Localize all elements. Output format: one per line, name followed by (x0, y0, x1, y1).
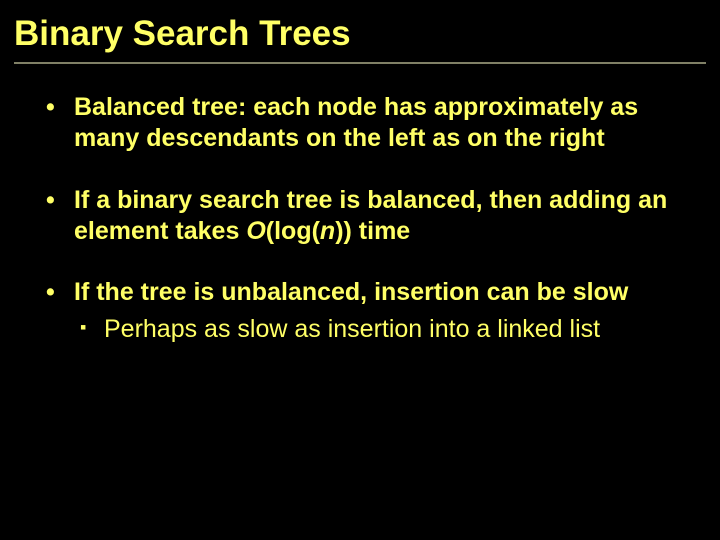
slide-title: Binary Search Trees (0, 0, 720, 62)
bullet-text: If a binary search tree is balanced, the… (74, 186, 667, 245)
sub-bullet-text: Perhaps as slow as insertion into a link… (104, 315, 600, 343)
bullet-text: Balanced tree: each node has approximate… (74, 93, 638, 152)
bullet-item: If a binary search tree is balanced, the… (40, 185, 680, 248)
bullet-list: Balanced tree: each node has approximate… (40, 92, 680, 346)
sub-bullet-item: Perhaps as slow as insertion into a link… (74, 314, 680, 345)
bullet-text: If the tree is unbalanced, insertion can… (74, 278, 628, 306)
slide-content: Balanced tree: each node has approximate… (0, 64, 720, 346)
bullet-item: If the tree is unbalanced, insertion can… (40, 277, 680, 346)
sub-bullet-list: Perhaps as slow as insertion into a link… (74, 314, 680, 345)
bullet-item: Balanced tree: each node has approximate… (40, 92, 680, 155)
slide: Binary Search Trees Balanced tree: each … (0, 0, 720, 540)
